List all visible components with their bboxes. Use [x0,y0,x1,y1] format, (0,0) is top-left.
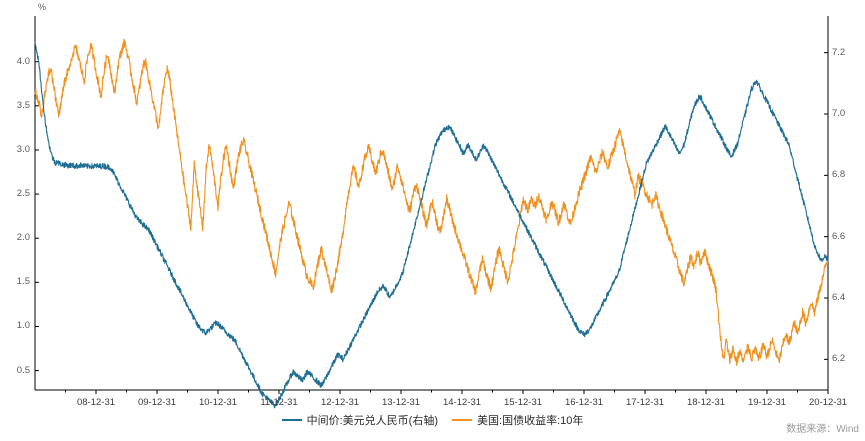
x-tick-11: 19-12-31 [747,397,787,408]
legend-item-cny[interactable]: 中间价:美元兑人民币(右轴) [281,412,439,428]
chart-legend: 中间价:美元兑人民币(右轴) 美国:国债收益率:10年 [0,412,865,428]
right-tick-5: 7.2 [832,46,846,58]
x-tick-3: 11-12-31 [260,397,298,408]
left-axis-unit-label: % [38,2,47,12]
right-tick-2: 6.6 [832,230,846,242]
right-tick-4: 7.0 [832,108,846,119]
x-tick-6: 14-12-31 [442,397,482,408]
x-tick-5: 13-12-31 [381,397,421,408]
legend-item-ust10y[interactable]: 美国:国债收益率:10年 [452,412,583,428]
x-tick-2: 10-12-31 [198,397,238,408]
left-tick-3: 2.0 [16,232,30,244]
series-line-ust10y [34,38,829,366]
left-tick-2: 1.5 [16,276,30,288]
left-tick-7: 4.0 [16,55,30,67]
x-tick-8: 16-12-31 [564,397,604,408]
x-tick-0: 08-12-31 [76,397,116,408]
x-tick-1: 09-12-31 [137,397,177,408]
left-tick-6: 3.5 [16,99,30,111]
legend-swatch-cny [281,419,302,421]
x-axis-ticks [65,390,829,394]
right-tick-3: 6.8 [832,169,846,181]
right-tick-1: 6.4 [832,292,846,303]
series-line-cny [34,41,829,409]
legend-swatch-ust10y [452,419,473,421]
series-lines [34,38,829,409]
x-tick-4: 12-12-31 [320,397,360,408]
right-axis-ticks [824,52,828,360]
x-tick-10: 18-12-31 [686,397,726,408]
left-tick-1: 1.0 [16,320,30,332]
x-tick-9: 17-12-31 [625,397,665,408]
left-axis-ticks [35,61,39,372]
x-tick-7: 15-12-31 [503,397,543,408]
left-tick-0: 0.5 [16,364,30,376]
right-tick-0: 6.2 [832,353,846,365]
legend-label-ust10y: 美国:国债收益率:10年 [477,415,584,427]
x-tick-12: 20-12-31 [808,397,848,408]
data-source-note: 数据来源：Wind [786,424,859,435]
legend-label-cny: 中间价:美元兑人民币(右轴) [306,415,439,427]
left-tick-5: 3.0 [16,143,30,155]
left-tick-4: 2.5 [16,188,30,200]
